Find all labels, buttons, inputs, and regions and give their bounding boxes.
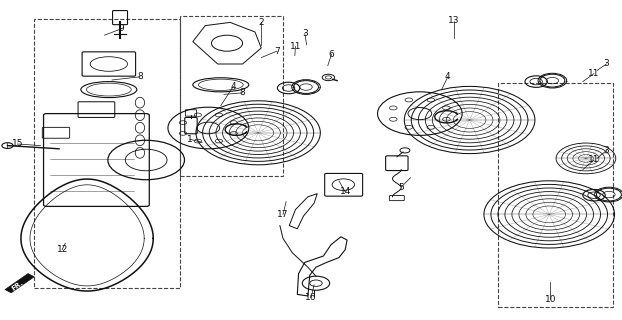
Text: 9: 9 bbox=[118, 24, 124, 33]
Text: 3: 3 bbox=[603, 60, 610, 68]
Text: 1: 1 bbox=[187, 135, 193, 144]
Polygon shape bbox=[5, 274, 34, 293]
Text: 15: 15 bbox=[12, 140, 23, 148]
Text: 11: 11 bbox=[290, 42, 301, 51]
Text: 4: 4 bbox=[445, 72, 451, 81]
Text: 8: 8 bbox=[137, 72, 143, 81]
Text: 3: 3 bbox=[603, 146, 610, 155]
Text: FR.: FR. bbox=[11, 279, 24, 292]
Text: 11: 11 bbox=[588, 156, 600, 164]
Text: 16: 16 bbox=[305, 293, 317, 302]
Text: 14: 14 bbox=[340, 188, 351, 196]
Text: 4: 4 bbox=[230, 82, 236, 91]
Text: 12: 12 bbox=[57, 245, 68, 254]
Text: 2: 2 bbox=[258, 18, 264, 27]
Text: 3: 3 bbox=[302, 29, 308, 38]
Text: 10: 10 bbox=[545, 295, 556, 304]
Text: 8: 8 bbox=[239, 88, 246, 97]
Text: 5: 5 bbox=[398, 183, 404, 192]
Text: 11: 11 bbox=[588, 69, 600, 78]
Text: 13: 13 bbox=[448, 16, 460, 25]
Text: 17: 17 bbox=[277, 210, 289, 219]
Text: 7: 7 bbox=[274, 47, 280, 56]
Text: 6: 6 bbox=[328, 50, 335, 59]
